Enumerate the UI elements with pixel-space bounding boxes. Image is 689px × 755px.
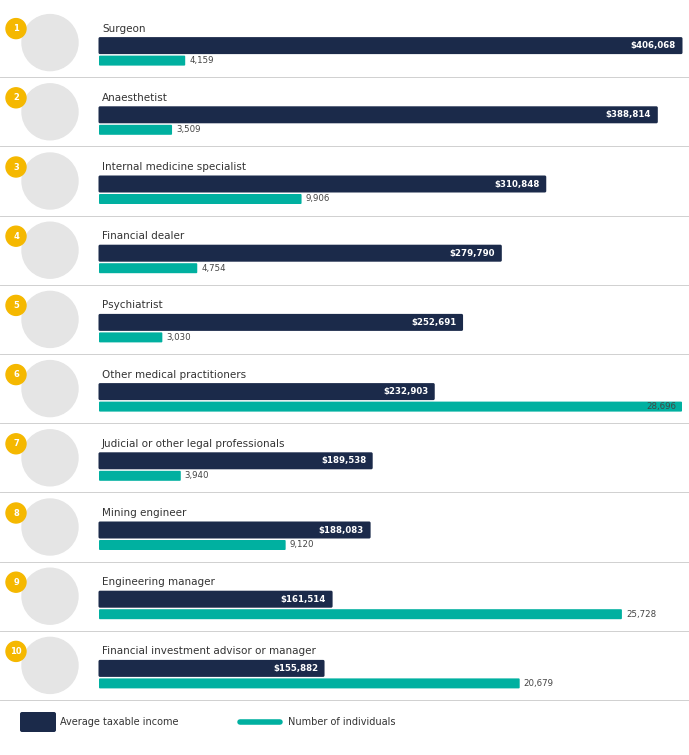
FancyBboxPatch shape [99,679,520,689]
Circle shape [22,153,78,209]
Text: 2: 2 [13,94,19,102]
Text: $406,068: $406,068 [630,41,676,50]
Circle shape [6,434,26,454]
Text: Financial dealer: Financial dealer [102,231,184,241]
FancyBboxPatch shape [99,314,463,331]
Text: Number of individuals: Number of individuals [288,717,395,727]
Text: Engineering manager: Engineering manager [102,578,215,587]
Circle shape [6,642,26,661]
FancyBboxPatch shape [99,56,185,66]
Text: $161,514: $161,514 [280,595,326,604]
Text: Psychiatrist: Psychiatrist [102,300,163,310]
FancyBboxPatch shape [99,106,658,123]
Text: 1: 1 [13,24,19,33]
Text: Anaesthetist: Anaesthetist [102,93,168,103]
Circle shape [6,157,26,177]
Text: Surgeon: Surgeon [102,23,145,34]
Text: Other medical practitioners: Other medical practitioners [102,370,246,380]
Text: 3,509: 3,509 [176,125,200,134]
FancyBboxPatch shape [99,194,302,204]
Circle shape [6,572,26,592]
Text: 8: 8 [13,509,19,517]
Text: $189,538: $189,538 [321,456,366,465]
Circle shape [6,19,26,39]
Text: 3,030: 3,030 [166,333,191,342]
Text: $388,814: $388,814 [606,110,651,119]
FancyBboxPatch shape [99,452,373,470]
FancyBboxPatch shape [99,383,435,400]
Text: 3: 3 [13,162,19,171]
Circle shape [22,499,78,555]
Text: 28,696: 28,696 [646,402,676,411]
Circle shape [6,503,26,523]
Circle shape [22,14,78,71]
Text: 4,159: 4,159 [189,56,214,65]
FancyBboxPatch shape [99,175,546,193]
Text: 4,754: 4,754 [201,263,226,273]
Text: 10: 10 [10,647,22,656]
Text: Average taxable income: Average taxable income [60,717,178,727]
Text: 9: 9 [13,578,19,587]
Circle shape [22,637,78,693]
Text: Judicial or other legal professionals: Judicial or other legal professionals [102,439,285,448]
Text: 7: 7 [13,439,19,448]
Text: 9,906: 9,906 [305,195,330,204]
FancyBboxPatch shape [20,712,56,732]
Text: 6: 6 [13,370,19,379]
Circle shape [6,226,26,246]
FancyBboxPatch shape [99,660,325,677]
Circle shape [22,430,78,485]
FancyBboxPatch shape [99,540,286,550]
Circle shape [22,222,78,278]
Text: 9,120: 9,120 [289,541,314,550]
Circle shape [6,88,26,108]
FancyBboxPatch shape [99,332,163,343]
Text: $155,882: $155,882 [273,664,318,673]
Circle shape [22,84,78,140]
Text: Internal medicine specialist: Internal medicine specialist [102,162,246,172]
FancyBboxPatch shape [99,609,622,619]
FancyBboxPatch shape [99,245,502,262]
Circle shape [22,291,78,347]
FancyBboxPatch shape [99,402,682,411]
FancyBboxPatch shape [99,263,197,273]
FancyBboxPatch shape [99,125,172,135]
Text: $279,790: $279,790 [450,248,495,257]
Text: Financial investment advisor or manager: Financial investment advisor or manager [102,646,316,656]
FancyBboxPatch shape [99,471,181,481]
Text: 25,728: 25,728 [626,610,656,618]
Text: $232,903: $232,903 [383,387,429,396]
Circle shape [22,569,78,624]
Text: 3,940: 3,940 [185,471,209,480]
Text: $310,848: $310,848 [495,180,539,189]
Text: Mining engineer: Mining engineer [102,508,187,518]
FancyBboxPatch shape [99,590,333,608]
FancyBboxPatch shape [99,37,683,54]
Circle shape [6,365,26,384]
Text: $252,691: $252,691 [411,318,457,327]
Circle shape [22,361,78,417]
FancyBboxPatch shape [99,522,371,538]
Text: 4: 4 [13,232,19,241]
Text: $188,083: $188,083 [319,525,364,535]
Text: 5: 5 [13,301,19,310]
Text: 20,679: 20,679 [524,679,554,688]
Circle shape [6,295,26,316]
